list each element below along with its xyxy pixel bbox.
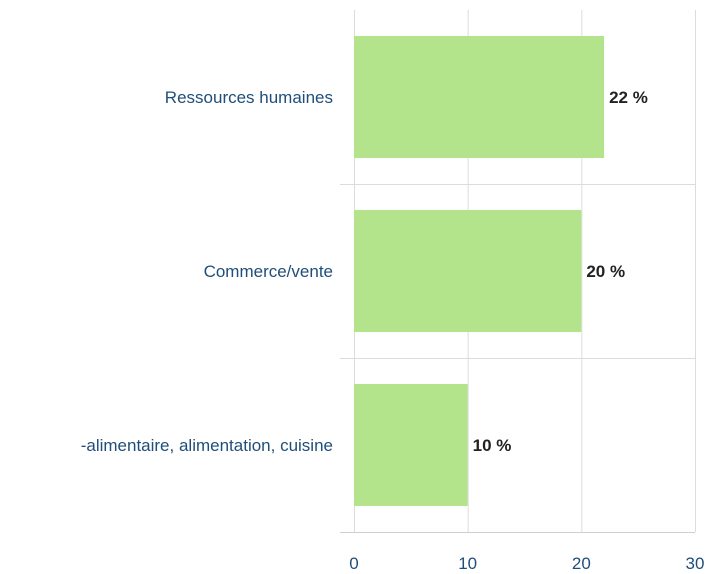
bar[interactable] [354,36,605,158]
x-tick-label: 30 [686,554,705,573]
category-label: Ressources humaines [165,88,333,107]
x-axis: 0 10 20 30 [340,532,705,573]
data-label: 22 % [609,88,648,107]
labels: 22 % Ressources humaines 20 % Commerce/vent… [81,88,648,455]
x-tick-label: 10 [458,554,477,573]
data-label: 20 % [586,262,625,281]
category-label: -alimentaire, alimentation, cuisine [81,436,333,455]
data-label: 10 % [473,436,512,455]
bar[interactable] [354,384,468,506]
bars [354,36,605,506]
x-tick-label: 20 [572,554,591,573]
x-tick-label: 0 [349,554,358,573]
category-label: Commerce/vente [204,262,333,281]
bar[interactable] [354,210,582,332]
